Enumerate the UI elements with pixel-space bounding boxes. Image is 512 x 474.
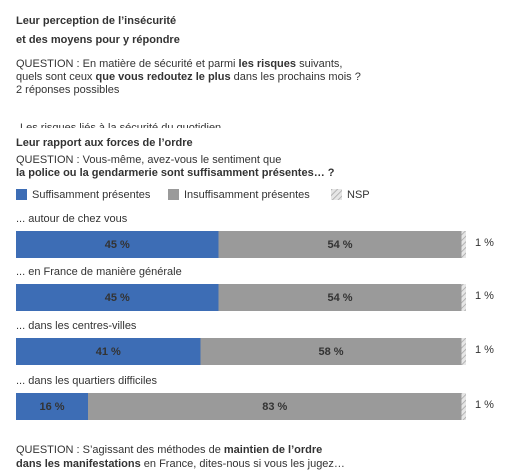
text-segment: QUESTION : S’agissant des méthodes de: [16, 444, 224, 456]
bar-segment: [461, 338, 466, 365]
text-segment: les risques: [239, 58, 296, 70]
cut-text: Les risques liés à la sécurité du quotid…: [20, 122, 221, 134]
text-segment: 2 réponses possibles: [16, 84, 120, 96]
category-label: ... dans les centres-villes: [16, 320, 137, 332]
legend-label: Insuffisamment présentes: [184, 189, 310, 201]
bar-segment: [461, 231, 466, 258]
text-segment: que vous redoutez le plus: [96, 71, 231, 83]
legend-label: Suffisamment présentes: [32, 189, 151, 201]
question-line: dans les manifestations en France, dites…: [16, 458, 345, 470]
bar-segment: [16, 231, 219, 258]
legend-swatch: [168, 189, 179, 200]
section-title: Leur perception de l’insécurité: [16, 15, 176, 27]
legend-label: NSP: [347, 189, 370, 201]
bar-segment: [461, 393, 466, 420]
value-label: 54 %: [327, 239, 352, 251]
bar-segment: [16, 284, 219, 311]
question-line: 2 réponses possibles: [16, 84, 120, 96]
bar-segment: [16, 393, 88, 420]
category-label: ... autour de chez vous: [16, 213, 128, 225]
question-line: QUESTION : Vous-même, avez-vous le senti…: [16, 154, 281, 166]
bar-segment: [88, 393, 462, 420]
question-line: QUESTION : En matière de sécurité et par…: [16, 58, 342, 70]
chart-title: Leur rapport aux forces de l’ordre: [16, 137, 193, 149]
question-line: quels sont ceux que vous redoutez le plu…: [16, 71, 361, 83]
text-segment: QUESTION : En matière de sécurité et par…: [16, 58, 239, 70]
question-line: la police ou la gendarmerie sont suffisa…: [16, 167, 335, 179]
bar-segment: [218, 284, 462, 311]
text-segment: suivants,: [296, 58, 342, 70]
text-segment: maintien de l’ordre: [224, 444, 322, 456]
question-line: QUESTION : S’agissant des méthodes de ma…: [16, 444, 322, 456]
legend-swatch: [331, 189, 342, 200]
value-label: 1 %: [475, 237, 494, 249]
text-segment: dans les manifestations: [16, 458, 141, 470]
bar-segment: [461, 284, 466, 311]
text-segment: quels sont ceux: [16, 71, 96, 83]
bar-segment: [16, 338, 201, 365]
text-segment: la police ou la gendarmerie sont suffisa…: [16, 167, 335, 179]
text-segment: QUESTION : Vous-même, avez-vous le senti…: [16, 154, 281, 166]
category-label: ... dans les quartiers difficiles: [16, 375, 158, 387]
value-label: 1 %: [475, 399, 494, 411]
value-label: 45 %: [105, 239, 130, 251]
section-title: et des moyens pour y répondre: [16, 34, 180, 46]
value-label: 1 %: [475, 290, 494, 302]
value-label: 16 %: [39, 401, 64, 413]
text-segment: dans les prochains mois ?: [231, 71, 361, 83]
value-label: 58 %: [318, 346, 343, 358]
category-label: ... en France de manière générale: [16, 266, 182, 278]
value-label: 54 %: [327, 292, 352, 304]
bar-segment: [200, 338, 462, 365]
value-label: 1 %: [475, 344, 494, 356]
text-segment: en France, dites-nous si vous les jugez…: [141, 458, 345, 470]
value-label: 45 %: [105, 292, 130, 304]
bar-segment: [218, 231, 462, 258]
value-label: 41 %: [96, 346, 121, 358]
value-label: 83 %: [262, 401, 287, 413]
legend-swatch: [16, 189, 27, 200]
